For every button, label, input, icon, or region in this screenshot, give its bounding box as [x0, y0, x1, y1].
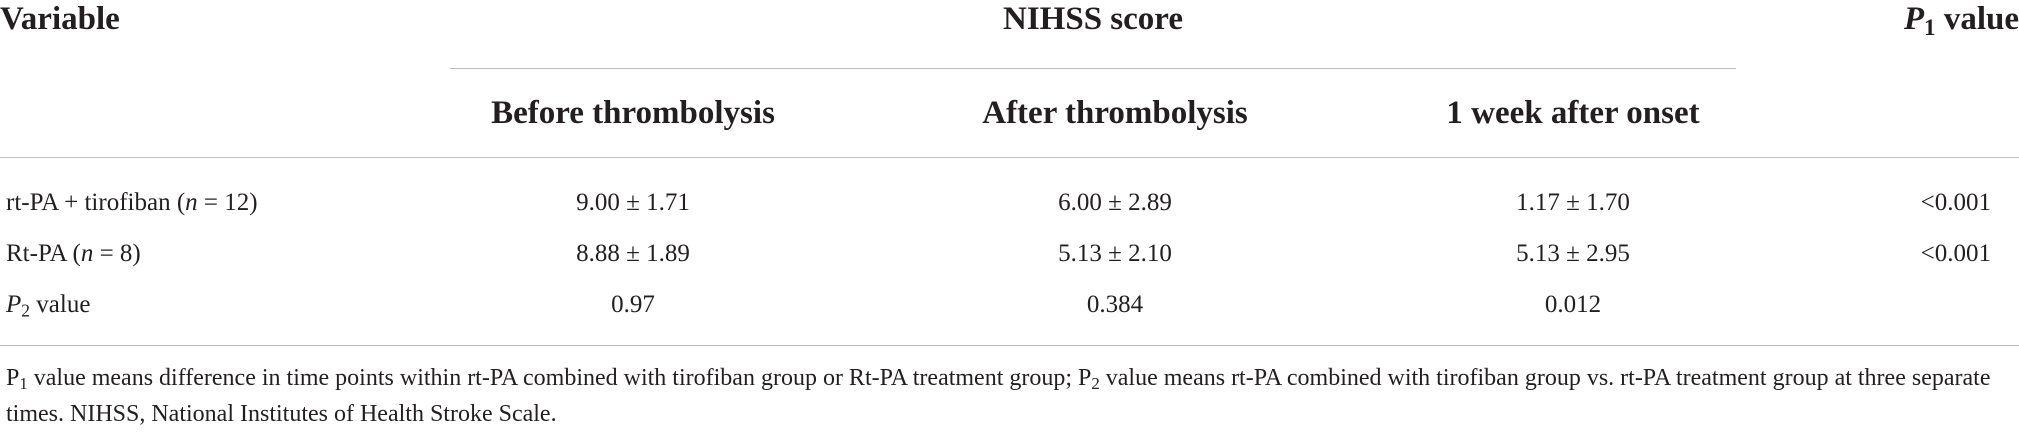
row-label-p-letter: P [6, 291, 22, 318]
row-label: P2 value [6, 291, 91, 321]
row-label-count: = 8) [93, 240, 141, 267]
footnote-p1-subscript: 1 [19, 374, 28, 394]
row-label-text: rt-PA + tirofiban ( [6, 189, 186, 216]
header-nihss-score: NIHSS score [1003, 1, 1183, 37]
cell-week: 0.012 [1544, 291, 1602, 318]
header-p1-rest: value [1935, 1, 2019, 37]
table-bottom-rule [0, 345, 2019, 346]
column-1-week-after-onset: 1 week after onset [1446, 95, 1700, 131]
row-label-n: n [80, 240, 94, 267]
table-footnote: P1 value means difference in time points… [6, 360, 2014, 432]
cell-after: 5.13 ± 2.10 [1058, 240, 1172, 267]
cell-before: 0.97 [611, 291, 655, 318]
column-before-thrombolysis: Before thrombolysis [491, 95, 775, 131]
cell-p1: <0.001 [1920, 240, 1991, 267]
header-p1-value: P1 value [1800, 1, 2019, 39]
row-label: Rt-PA (n = 8) [6, 241, 141, 266]
cell-before: 8.88 ± 1.89 [576, 240, 690, 267]
footnote-p1-letter: P [6, 365, 20, 391]
cell-week: 5.13 ± 2.95 [1516, 240, 1630, 267]
cell-week: 1.17 ± 1.70 [1516, 189, 1630, 216]
footnote-p2-text: value means rt-PA combined with tirofiba… [6, 365, 1991, 427]
header-bottom-rule [0, 157, 2019, 158]
footnote-p2-letter: P [1078, 365, 1092, 391]
header-variable: Variable [0, 1, 120, 37]
row-label-subscript: 2 [21, 300, 31, 321]
row-label: rt-PA + tirofiban (n = 12) [6, 190, 258, 215]
row-label-text: Rt-PA ( [6, 240, 81, 267]
row-label-count: = 12) [197, 189, 258, 216]
cell-after: 6.00 ± 2.89 [1058, 189, 1172, 216]
row-label-rest: value [30, 291, 91, 318]
nihss-group-rule [450, 68, 1736, 69]
cell-after: 0.384 [1086, 291, 1144, 318]
footnote-p2-subscript: 2 [1091, 374, 1100, 394]
footnote-p1-text: value means difference in time points wi… [27, 365, 1079, 391]
cell-before: 9.00 ± 1.71 [576, 189, 690, 216]
row-label-n: n [185, 189, 198, 216]
cell-p1: <0.001 [1920, 189, 1991, 216]
header-p1-letter: P [1903, 1, 1925, 37]
header-p1-subscript: 1 [1924, 13, 1936, 40]
column-after-thrombolysis: After thrombolysis [982, 95, 1248, 131]
